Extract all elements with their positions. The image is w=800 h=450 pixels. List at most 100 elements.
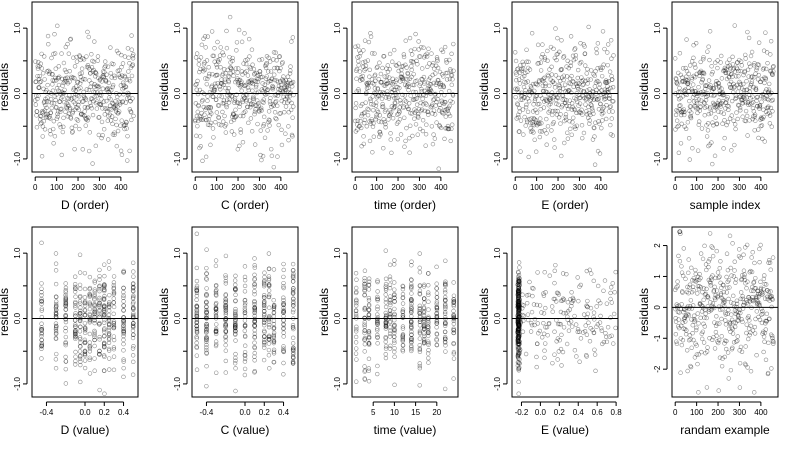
data-point bbox=[266, 117, 272, 123]
data-point bbox=[108, 70, 114, 76]
x-axis-title: randam example bbox=[680, 423, 770, 437]
data-point bbox=[93, 100, 99, 106]
data-point bbox=[604, 116, 609, 122]
data-point bbox=[82, 339, 88, 345]
data-point bbox=[57, 122, 62, 127]
data-point bbox=[690, 89, 695, 95]
data-point bbox=[281, 334, 286, 339]
data-point bbox=[682, 124, 687, 129]
data-point bbox=[100, 69, 106, 74]
data-point bbox=[97, 302, 102, 308]
data-point bbox=[218, 45, 223, 50]
data-point bbox=[418, 81, 423, 86]
data-point bbox=[603, 93, 608, 99]
data-point bbox=[605, 42, 611, 47]
data-point bbox=[677, 85, 682, 91]
data-point bbox=[711, 108, 717, 113]
data-point bbox=[549, 304, 555, 309]
data-point bbox=[682, 89, 688, 94]
data-point bbox=[684, 37, 689, 42]
data-point bbox=[571, 79, 576, 85]
data-point bbox=[245, 104, 250, 110]
data-point bbox=[243, 92, 249, 97]
data-point bbox=[212, 88, 218, 93]
data-point bbox=[676, 90, 681, 95]
data-point bbox=[383, 125, 388, 130]
data-point bbox=[54, 351, 59, 357]
data-point bbox=[219, 81, 225, 87]
data-point bbox=[355, 43, 361, 49]
data-point bbox=[354, 346, 359, 351]
data-point bbox=[247, 98, 252, 103]
data-point bbox=[213, 119, 218, 125]
data-point bbox=[253, 103, 258, 108]
data-point bbox=[252, 323, 257, 328]
data-point bbox=[248, 80, 253, 86]
data-point bbox=[563, 117, 569, 122]
data-point bbox=[384, 78, 389, 84]
data-point bbox=[680, 108, 685, 113]
data-point bbox=[110, 132, 116, 137]
data-point bbox=[590, 108, 595, 113]
data-point bbox=[430, 111, 435, 116]
data-point bbox=[735, 66, 740, 72]
data-point bbox=[430, 72, 435, 78]
data-point bbox=[365, 112, 371, 118]
data-point bbox=[431, 80, 436, 86]
data-point bbox=[78, 315, 83, 321]
y-tick-label: 1.0 bbox=[13, 22, 22, 34]
data-point bbox=[251, 78, 257, 83]
data-point bbox=[703, 91, 708, 96]
x-tick-label: 200 bbox=[71, 183, 85, 192]
data-point bbox=[251, 94, 256, 99]
data-point bbox=[101, 368, 107, 374]
data-point bbox=[250, 88, 255, 93]
y-tick-label: 0 bbox=[653, 305, 662, 310]
data-point bbox=[233, 351, 238, 357]
data-point bbox=[233, 114, 238, 120]
data-point bbox=[78, 340, 83, 345]
data-point bbox=[769, 124, 774, 129]
data-point bbox=[92, 311, 97, 316]
data-point bbox=[102, 310, 107, 315]
data-point bbox=[743, 56, 748, 61]
data-point bbox=[438, 82, 444, 88]
data-point bbox=[398, 100, 403, 106]
data-point bbox=[704, 104, 709, 109]
data-point bbox=[87, 340, 92, 345]
data-point bbox=[233, 355, 238, 361]
data-point bbox=[87, 317, 93, 322]
data-point bbox=[592, 134, 597, 139]
data-point bbox=[231, 112, 236, 117]
data-point bbox=[121, 365, 126, 371]
data-point bbox=[765, 60, 770, 66]
data-point bbox=[406, 81, 411, 87]
data-point bbox=[286, 137, 291, 143]
data-point bbox=[606, 89, 611, 95]
data-point bbox=[743, 108, 749, 114]
data-point bbox=[753, 87, 759, 92]
data-point bbox=[252, 299, 257, 304]
data-point bbox=[282, 84, 287, 89]
data-point bbox=[586, 24, 591, 30]
data-point bbox=[386, 117, 391, 122]
data-point bbox=[126, 55, 131, 60]
data-point bbox=[263, 63, 268, 69]
data-point bbox=[753, 87, 758, 92]
data-point bbox=[106, 340, 112, 345]
data-point bbox=[270, 86, 275, 92]
data-point bbox=[517, 129, 522, 134]
data-point bbox=[281, 349, 286, 354]
data-point bbox=[197, 145, 202, 151]
data-point bbox=[702, 101, 707, 106]
data-point bbox=[758, 115, 764, 120]
data-point bbox=[538, 60, 544, 65]
data-point bbox=[101, 296, 107, 302]
data-point bbox=[395, 136, 401, 142]
data-point bbox=[546, 110, 551, 115]
data-point bbox=[358, 103, 363, 109]
data-point bbox=[382, 91, 387, 96]
data-point bbox=[366, 85, 371, 90]
data-point bbox=[81, 57, 87, 62]
data-point bbox=[444, 106, 449, 112]
